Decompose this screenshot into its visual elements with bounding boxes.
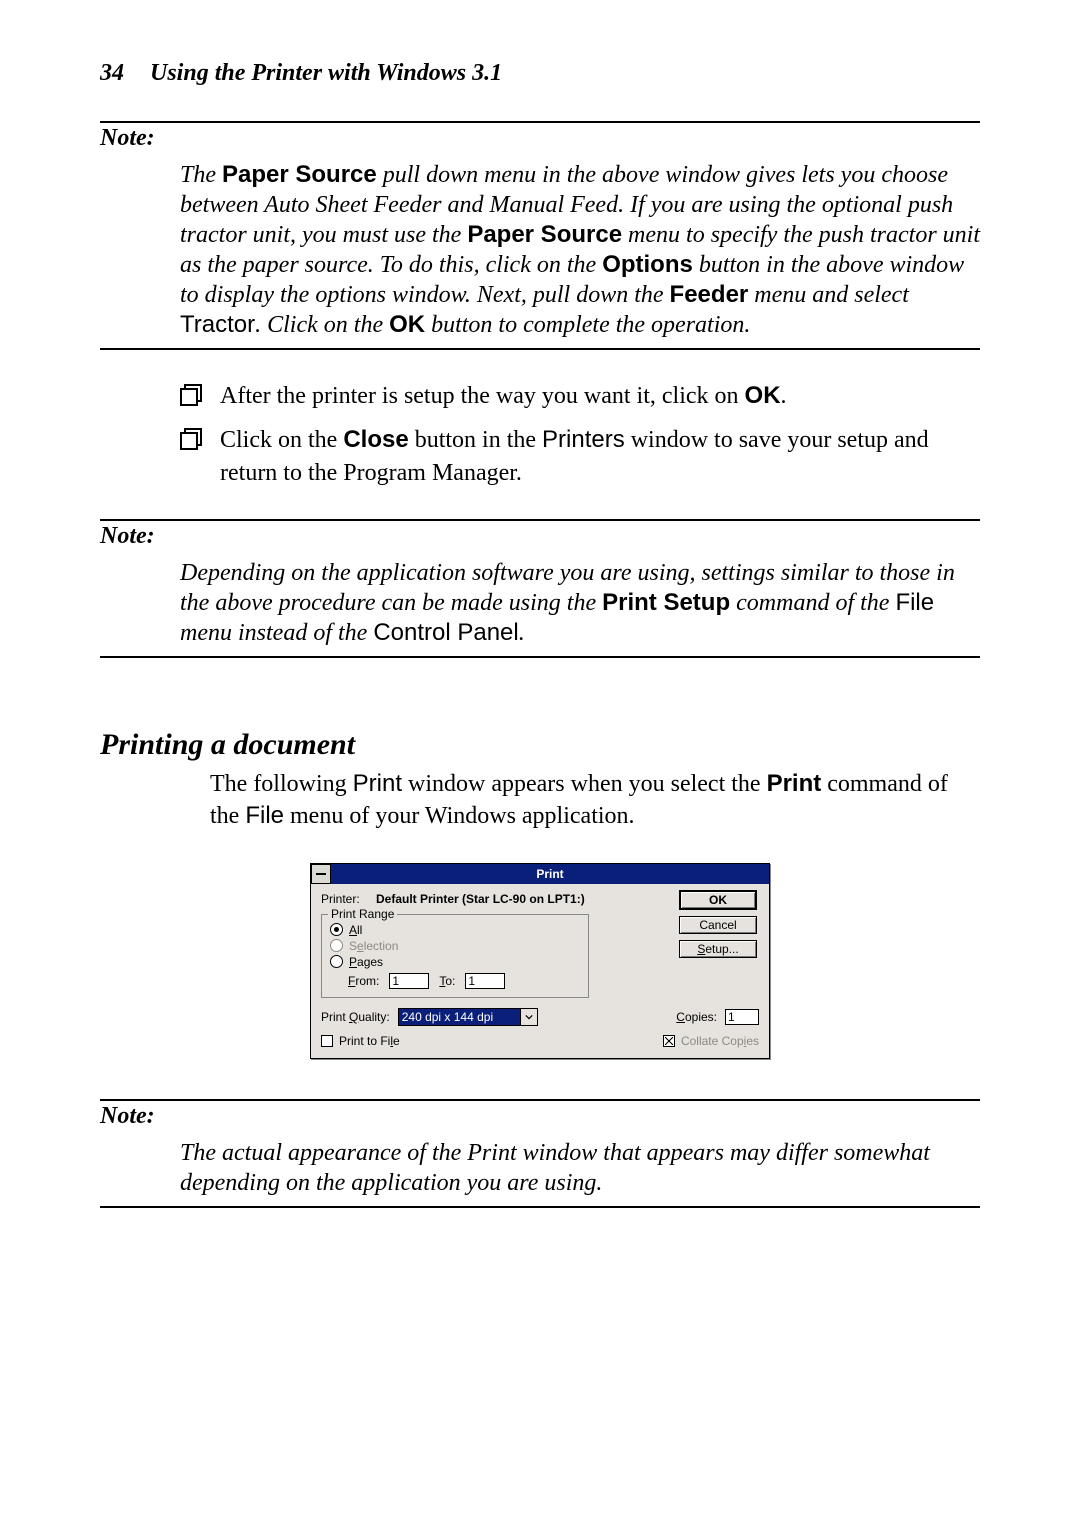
page-header: 34 Using the Printer with Windows 3.1 (100, 60, 980, 87)
radio-icon (330, 923, 343, 936)
radio-icon (330, 955, 343, 968)
page-section-title: Using the Printer with Windows 3.1 (150, 60, 502, 86)
note-body: The actual appearance of the Print windo… (180, 1138, 980, 1198)
radio-pages[interactable]: Pages (330, 955, 580, 969)
section-heading: Printing a document (100, 728, 980, 762)
divider (100, 121, 980, 123)
list-item: Click on the Close button in the Printer… (180, 424, 980, 489)
note-body: Depending on the application software yo… (180, 558, 980, 648)
ok-button[interactable]: OK (679, 890, 757, 910)
printer-name: Default Printer (Star LC-90 on LPT1:) (376, 892, 586, 906)
print-quality-combo[interactable]: 240 dpi x 144 dpi (398, 1008, 538, 1026)
checkbox-icon (663, 1035, 675, 1047)
printer-label: Printer: (321, 892, 376, 906)
divider (100, 1206, 980, 1208)
divider (100, 656, 980, 658)
radio-all[interactable]: All (330, 923, 580, 937)
page-number: 34 (100, 60, 124, 87)
setup-button[interactable]: Setup... (679, 940, 757, 958)
note-label: Note: (100, 523, 980, 550)
dialog-title: Print (331, 867, 769, 881)
radio-icon (330, 939, 343, 952)
checkbox-icon (321, 1035, 333, 1047)
checkbox-bullet-icon (180, 384, 202, 406)
chevron-down-icon[interactable] (520, 1009, 537, 1025)
radio-selection: Selection (330, 939, 580, 953)
copies-label: Copies: (676, 1010, 717, 1024)
divider (100, 348, 980, 350)
step-list: After the printer is setup the way you w… (180, 380, 980, 489)
copies-input[interactable]: 1 (725, 1009, 759, 1025)
dialog-titlebar[interactable]: Print (311, 864, 769, 884)
to-input[interactable]: 1 (465, 973, 505, 989)
print-range-legend: Print Range (328, 907, 397, 921)
system-menu-button[interactable] (311, 864, 331, 884)
note-body: The Paper Source pull down menu in the a… (180, 160, 980, 340)
divider (100, 1099, 980, 1101)
note-label: Note: (100, 125, 980, 152)
print-quality-value: 240 dpi x 144 dpi (399, 1009, 520, 1025)
print-range-group: Print Range All Selection Pages From (321, 914, 589, 998)
print-to-file-checkbox[interactable]: Print to File (321, 1034, 400, 1048)
body-paragraph: The following Print window appears when … (210, 768, 980, 832)
cancel-button[interactable]: Cancel (679, 916, 757, 934)
note-label: Note: (100, 1103, 980, 1130)
from-label: From: (348, 974, 379, 988)
print-quality-label: Print Quality: (321, 1010, 390, 1024)
print-dialog: Print OK Cancel Setup... Printer: Defaul… (310, 863, 770, 1059)
to-label: To: (439, 974, 455, 988)
checkbox-bullet-icon (180, 428, 202, 450)
collate-copies-checkbox: Collate Copies (663, 1034, 759, 1048)
list-item: After the printer is setup the way you w… (180, 380, 980, 412)
divider (100, 519, 980, 521)
from-input[interactable]: 1 (389, 973, 429, 989)
